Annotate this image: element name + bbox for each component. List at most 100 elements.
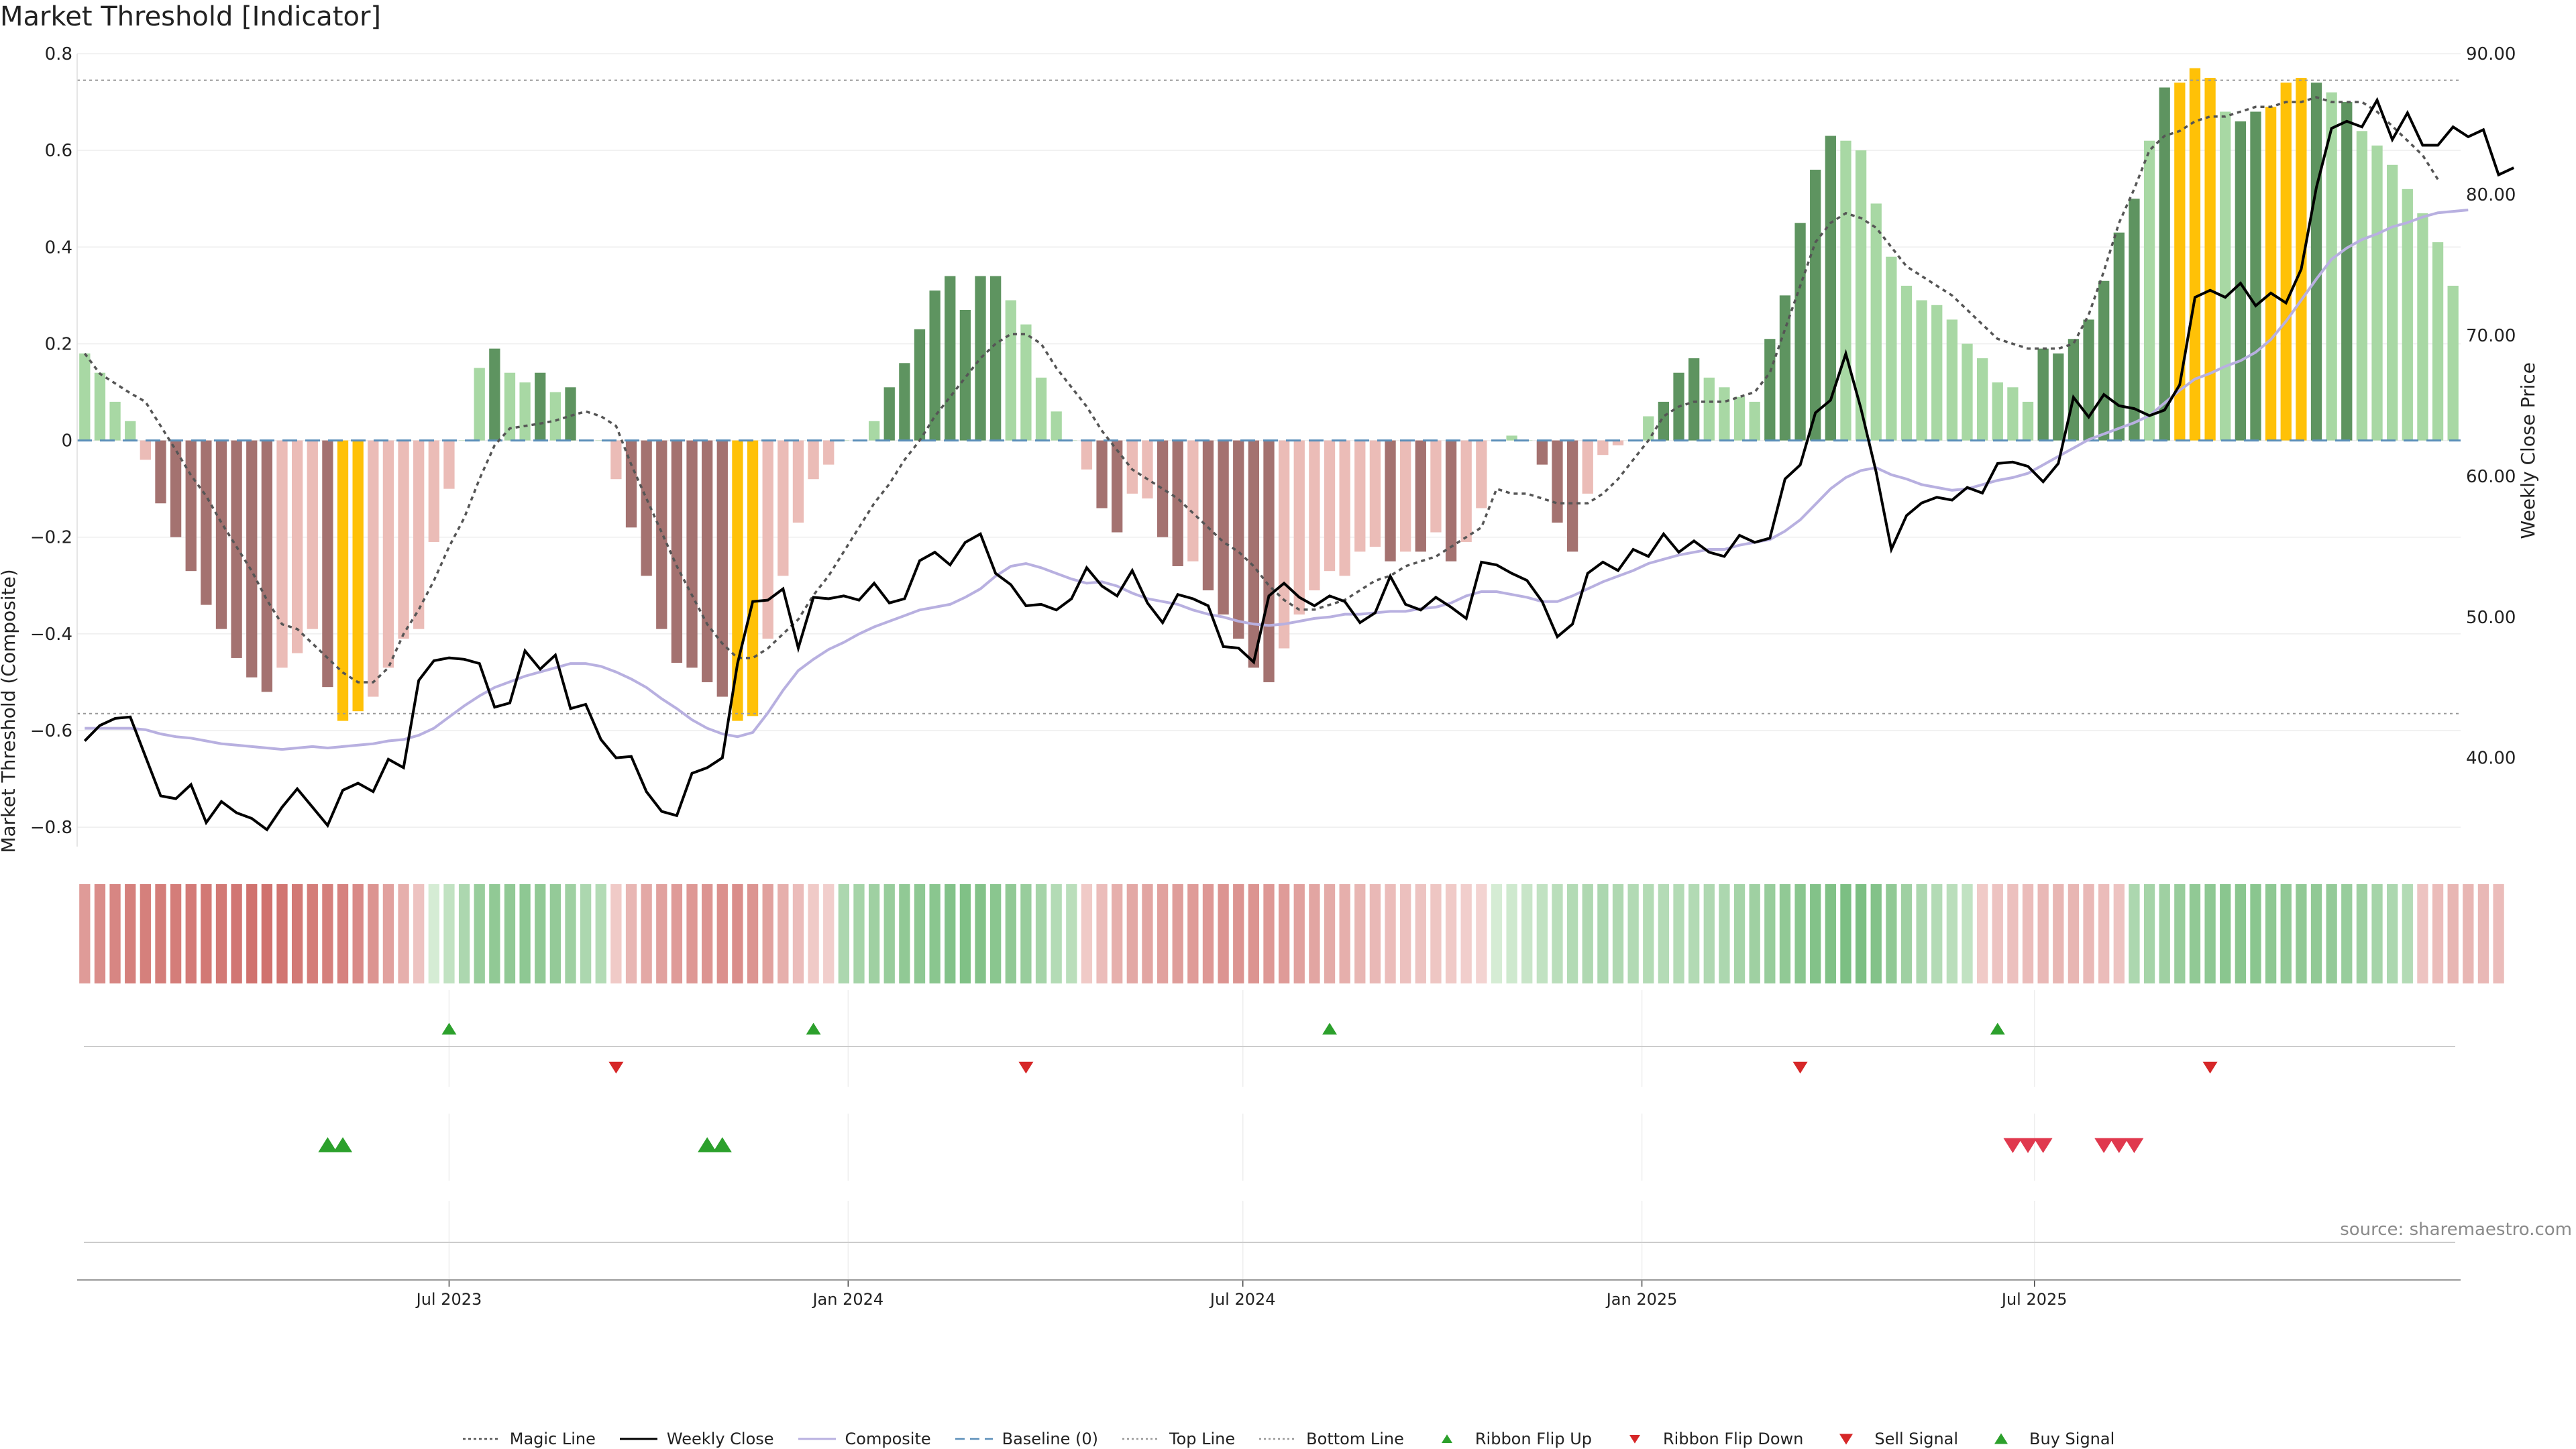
composite-bar	[1476, 440, 1487, 508]
composite-bar	[201, 440, 212, 605]
ribbon-cell	[1719, 884, 1730, 983]
y-tick-label: −0.2	[30, 528, 72, 548]
ribbon-cell	[1840, 884, 1851, 983]
composite-bar	[1506, 435, 1517, 441]
composite-bar	[1658, 401, 1670, 441]
x-tick-label: Jul 2024	[1209, 1290, 1276, 1309]
composite-bar	[474, 368, 485, 441]
ribbon-cell	[641, 884, 652, 983]
ribbon-cell	[2402, 884, 2413, 983]
composite-bar	[2250, 111, 2261, 441]
ribbon-cell	[2113, 884, 2125, 983]
ribbon-cell	[1096, 884, 1108, 983]
ribbon-cell	[413, 884, 425, 983]
ribbon-cell	[2447, 884, 2459, 983]
composite-bar	[914, 329, 926, 441]
composite-bar	[1870, 203, 1882, 441]
ribbon-cell	[504, 884, 516, 983]
composite-bar	[716, 440, 728, 697]
composite-bar	[1051, 411, 1062, 441]
ribbon-cell	[1688, 884, 1700, 983]
composite-bar	[2098, 280, 2110, 441]
ribbon-cell	[276, 884, 288, 983]
ribbon-cell	[352, 884, 364, 983]
composite-bar	[2341, 102, 2353, 441]
buy-signal-marker	[712, 1137, 732, 1152]
ribbon-cell	[716, 884, 728, 983]
y-tick-label: −0.6	[30, 721, 72, 741]
composite-bar	[686, 440, 698, 668]
ribbon-cell	[1385, 884, 1396, 983]
ribbon-cell	[671, 884, 683, 983]
ribbon-cell	[625, 884, 637, 983]
composite-bar	[1582, 440, 1593, 494]
ribbon-cell	[2387, 884, 2398, 983]
ribbon-cell	[549, 884, 561, 983]
ribbon-cell	[1779, 884, 1791, 983]
ribbon-cell	[368, 884, 379, 983]
composite-bar	[1020, 324, 1032, 441]
composite-bar	[428, 440, 439, 542]
ribbon-cell	[1172, 884, 1183, 983]
ribbon-cell	[291, 884, 303, 983]
composite-bar	[1643, 416, 1654, 441]
composite-bar	[109, 401, 121, 441]
ribbon-cell	[914, 884, 926, 983]
legend-swatch	[619, 1438, 657, 1440]
legend-item: Buy Signal	[1981, 1430, 2114, 1448]
composite-bar	[929, 290, 941, 441]
ribbon-cell	[868, 884, 880, 983]
composite-bar	[792, 440, 804, 523]
composite-bar	[1855, 150, 1867, 441]
ribbon-cell	[1870, 884, 1882, 983]
ribbon-cell	[2037, 884, 2049, 983]
composite-bar	[368, 440, 379, 697]
composite-bar	[1172, 440, 1183, 566]
ribbon-flip-up-marker	[1990, 1022, 2005, 1035]
ribbon-cell	[2053, 884, 2064, 983]
legend-label: Magic Line	[509, 1430, 596, 1448]
composite-bar	[185, 440, 197, 572]
ribbon-cell	[1976, 884, 1988, 983]
composite-bar	[702, 440, 713, 682]
ribbon-cell	[1354, 884, 1366, 983]
composite-bar	[1612, 440, 1624, 445]
ribbon-cell	[337, 884, 349, 983]
composite-bar	[535, 372, 546, 441]
ribbon-cell	[1020, 884, 1032, 983]
ribbon-cell	[246, 884, 258, 983]
composite-bar	[883, 387, 895, 441]
composite-bar	[276, 440, 288, 668]
composite-bar	[2083, 319, 2094, 441]
composite-bar	[1946, 319, 1958, 441]
ribbon-cell	[1142, 884, 1153, 983]
composite-bar	[246, 440, 258, 678]
composite-bar	[261, 440, 273, 692]
composite-bar	[1233, 440, 1244, 639]
composite-bar	[322, 440, 333, 688]
composite-bar	[1354, 440, 1366, 552]
composite-bar	[2326, 92, 2337, 441]
ribbon-flip-up-marker	[806, 1022, 821, 1035]
ribbon-cell	[1552, 884, 1563, 983]
composite-bar	[1339, 440, 1350, 576]
legend-swatch	[955, 1438, 993, 1440]
composite-bar	[1688, 358, 1700, 441]
composite-bar	[1976, 358, 1988, 441]
x-tick-label: Jul 2023	[415, 1290, 482, 1309]
legend-item: Weekly Close	[619, 1430, 774, 1448]
ribbon-cell	[808, 884, 819, 983]
composite-bar	[1202, 440, 1214, 591]
ribbon-cell	[1810, 884, 1821, 983]
ribbon-cell	[1643, 884, 1654, 983]
composite-bar	[1825, 136, 1836, 441]
composite-bar	[140, 440, 151, 460]
legend-item: Magic Line	[462, 1430, 596, 1448]
composite-bar	[443, 440, 455, 489]
ribbon-cell	[702, 884, 713, 983]
ribbon-cell	[1886, 884, 1897, 983]
composite-line	[85, 209, 2469, 751]
composite-bar	[1445, 440, 1457, 561]
composite-bar	[610, 440, 622, 480]
